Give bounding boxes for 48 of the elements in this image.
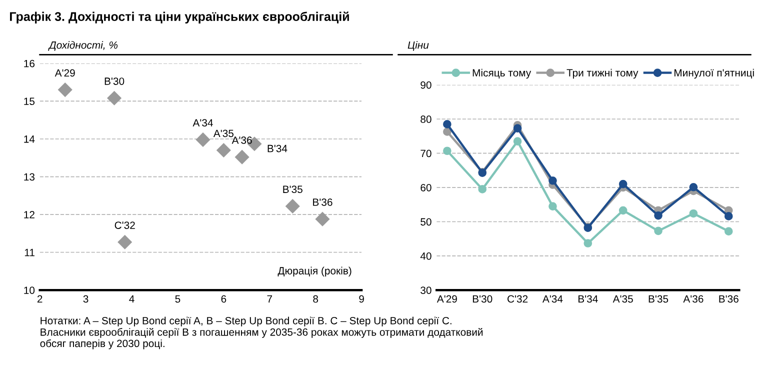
y-tick-label: 14 — [24, 136, 35, 143]
y-tick-label: 13 — [24, 173, 35, 181]
annotation: B'30 — [104, 78, 124, 85]
x-tick-label: B'35 — [648, 295, 668, 303]
x-tick-label: A'35 — [612, 295, 633, 303]
x-tick-label: 6 — [221, 295, 226, 303]
y-axis-title: Ціни — [408, 41, 429, 51]
x-tick-label: 8 — [313, 295, 318, 303]
x-tick-label: 5 — [175, 295, 180, 303]
x-tick-label: 9 — [359, 295, 364, 303]
y-tick-label: 30 — [420, 286, 432, 294]
y-tick-label: 15 — [24, 98, 35, 106]
text: Нотатки: A – Step Up Bond серії A, B – Step Up Bond серії B. C – Step Up Bond серії C. Власники єврооблігацій серії B з погашенням у 2035-36 роках можуть отримати додатковий обсяг паперів у 2030 році. — [40, 316, 483, 350]
x-tick-label: B'36 — [719, 295, 738, 303]
y-tick-label: 60 — [420, 184, 432, 192]
y-tick-label: 70 — [420, 150, 432, 158]
x-tick-label: 7 — [267, 295, 272, 303]
annotation: B'35 — [283, 186, 302, 194]
y-tick-label: 12 — [24, 211, 34, 218]
annotation: C'32 — [114, 222, 135, 229]
annotation: A'34 — [192, 119, 213, 127]
y-tick-label: 90 — [420, 81, 432, 89]
y-axis-title: Дохідності, % — [48, 41, 118, 51]
x-tick-label: C'32 — [508, 295, 528, 303]
chart-title: Графік 3. Дохідності та ціни українських єврооблігацій — [10, 12, 349, 24]
y-tick-label: 40 — [420, 252, 432, 260]
annotation: A'35 — [213, 130, 234, 138]
annotation: A'29 — [54, 69, 75, 77]
y-tick-label: 80 — [420, 116, 432, 123]
legend-label: Три тижні тому — [566, 68, 638, 79]
x-tick-label: B'34 — [578, 295, 598, 303]
x-tick-label: 4 — [129, 295, 134, 303]
x-tick-label: 3 — [83, 295, 88, 303]
legend-label: Місяць тому — [472, 68, 532, 79]
y-tick-label: 16 — [24, 60, 35, 68]
legend-label: Минулої п'ятниці — [674, 68, 754, 79]
y-tick-label: 10 — [24, 286, 35, 294]
x-tick-label: B'30 — [472, 295, 492, 303]
x-tick-label: A'34 — [542, 295, 563, 303]
annotation: B'34 — [268, 144, 288, 152]
x-tick-label: 2 — [37, 295, 42, 303]
y-tick-label: 11 — [24, 248, 34, 256]
x-tick-label: A'29 — [436, 295, 457, 303]
y-tick-label: 50 — [420, 218, 432, 226]
x-tick-label: A'36 — [683, 295, 704, 303]
annotation: A'36 — [232, 136, 252, 144]
annotation: B'36 — [313, 198, 332, 206]
x-axis-title: Дюрація (років) — [278, 266, 352, 277]
